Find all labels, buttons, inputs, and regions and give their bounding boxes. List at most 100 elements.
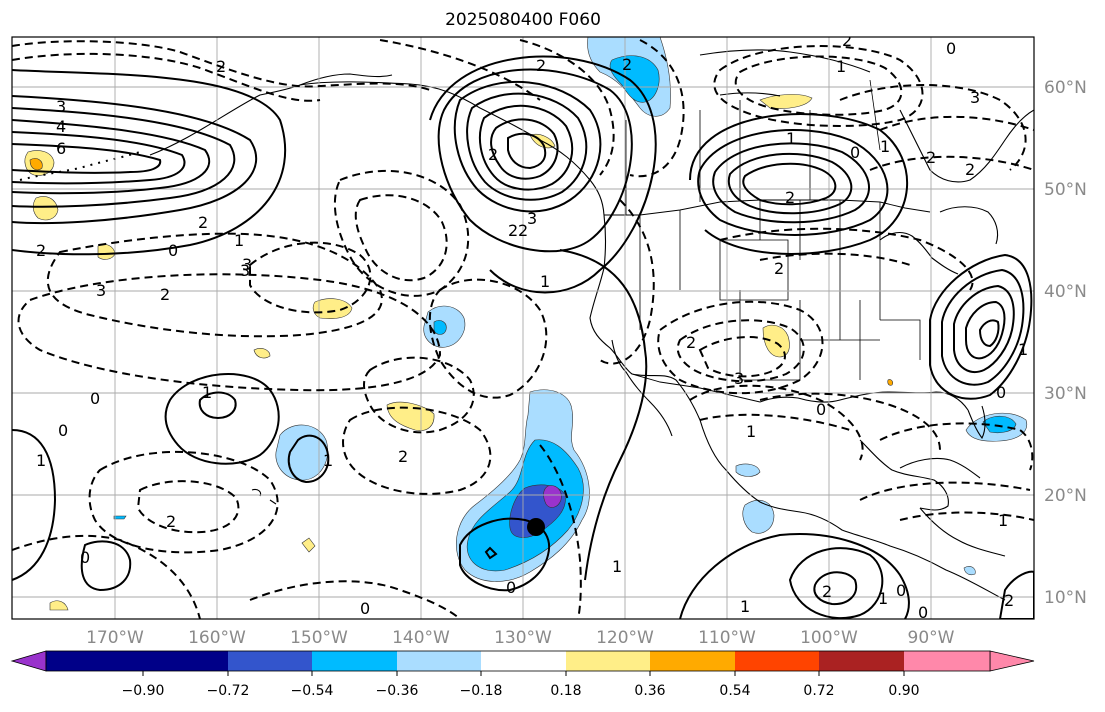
colorbar-segment bbox=[312, 651, 397, 671]
contour-label: 1 bbox=[323, 451, 333, 470]
contour-label: 1 bbox=[880, 137, 890, 156]
solid-contours bbox=[12, 55, 1034, 619]
colorbar-tick-label: 0.72 bbox=[803, 683, 834, 699]
contour-label: 2 bbox=[842, 31, 852, 50]
colorbar-tick-label: −0.90 bbox=[122, 683, 165, 699]
lat-label: 30°N bbox=[1044, 384, 1087, 404]
storm-center-marker bbox=[527, 518, 545, 536]
contour-label: 2 bbox=[622, 55, 632, 74]
anomaly-shading bbox=[24, 37, 1028, 611]
contour-label: 1 bbox=[836, 57, 846, 76]
contour-label: 1 bbox=[878, 589, 888, 608]
colorbar-tick-label: 0.36 bbox=[634, 683, 665, 699]
lon-label: 170°W bbox=[86, 628, 144, 648]
lon-label: 140°W bbox=[392, 628, 450, 648]
lon-label: 130°W bbox=[494, 628, 552, 648]
lat-label: 50°N bbox=[1044, 180, 1087, 200]
longitude-labels: 170°W 160°W 150°W 140°W 130°W 120°W 110°… bbox=[86, 628, 955, 648]
plot-border bbox=[11, 36, 1035, 620]
colorbar-segment bbox=[735, 651, 819, 671]
contour-label: 2 bbox=[166, 512, 176, 531]
colorbar-tick-label: 0.90 bbox=[888, 683, 919, 699]
colorbar-segment bbox=[481, 651, 566, 671]
colorbar-segment bbox=[46, 651, 143, 671]
colorbar-tick-label: −0.36 bbox=[376, 683, 419, 699]
contour-label: 2 bbox=[398, 447, 408, 466]
contour-label: 0 bbox=[816, 400, 826, 419]
contour-label: 3 bbox=[527, 209, 537, 228]
contour-label: 1 bbox=[36, 451, 46, 470]
contour-label: 0 bbox=[58, 421, 68, 440]
colorbar-extend-high bbox=[989, 650, 1035, 672]
grid-lines bbox=[12, 37, 1034, 619]
colorbar-extend-low bbox=[10, 650, 47, 672]
contour-label: 0 bbox=[918, 603, 928, 622]
contour-label: 0 bbox=[90, 389, 100, 408]
contour-label: 2 bbox=[198, 213, 208, 232]
colorbar-tick-label: −0.54 bbox=[291, 683, 334, 699]
colorbar-tick-label: −0.18 bbox=[460, 683, 503, 699]
lat-label: 20°N bbox=[1044, 486, 1087, 506]
contour-label: 0 bbox=[506, 578, 516, 597]
contour-label: 1 bbox=[202, 383, 212, 402]
contour-label: 2 bbox=[160, 285, 170, 304]
colorbar-tick-label: 0.18 bbox=[550, 683, 581, 699]
contour-label: 2 bbox=[785, 188, 795, 207]
map-title: 2025080400 F060 bbox=[445, 10, 601, 30]
contour-label: 3 bbox=[242, 255, 252, 274]
contour-label: 2 bbox=[926, 148, 936, 167]
colorbar-segment bbox=[228, 651, 312, 671]
lon-label: 120°W bbox=[596, 628, 654, 648]
contour-label: 0 bbox=[896, 581, 906, 600]
contour-label: 1 bbox=[998, 511, 1008, 530]
colorbar: −0.90 −0.72 −0.54 −0.36 −0.18 0.18 0.36 … bbox=[10, 650, 1035, 699]
contour-label: 0 bbox=[168, 241, 178, 260]
contour-label: 0 bbox=[996, 383, 1006, 402]
lat-label: 60°N bbox=[1044, 78, 1087, 98]
contour-label: 2 bbox=[1004, 591, 1014, 610]
colorbar-segment bbox=[566, 651, 650, 671]
contour-label: 3 bbox=[734, 369, 744, 388]
contour-label: 1 bbox=[786, 129, 796, 148]
contour-label: 2 bbox=[965, 160, 975, 179]
colorbar-tick-label: −0.72 bbox=[207, 683, 250, 699]
colorbar-frame bbox=[45, 650, 991, 672]
contour-label: 3 bbox=[56, 97, 66, 116]
colorbar-segment bbox=[143, 651, 228, 671]
latitude-labels: 60°N 50°N 40°N 30°N 20°N 10°N bbox=[1044, 78, 1087, 608]
colorbar-segment bbox=[650, 651, 735, 671]
colorbar-segment bbox=[819, 651, 904, 671]
contour-label: 0 bbox=[946, 39, 956, 58]
lon-label: 100°W bbox=[800, 628, 858, 648]
contour-label: 1 bbox=[740, 597, 750, 616]
contour-label: 1 bbox=[746, 422, 756, 441]
contour-label: 2 bbox=[36, 241, 46, 260]
contour-label: 2 bbox=[518, 221, 528, 240]
colorbar-segment bbox=[904, 651, 990, 671]
lat-label: 40°N bbox=[1044, 282, 1087, 302]
contour-label: 2 bbox=[508, 221, 518, 240]
contour-labels: 3 4 6 2 0 2 3 1 3 0 2 2 1 3 2 2 2 1 2 3 … bbox=[36, 31, 1028, 622]
contour-label: 4 bbox=[56, 117, 66, 136]
colorbar-ticks bbox=[142, 671, 905, 676]
contour-label: 1 bbox=[234, 231, 244, 250]
contour-label: 3 bbox=[96, 281, 106, 300]
contour-label: 1 bbox=[540, 272, 550, 291]
contour-label: 0 bbox=[850, 143, 860, 162]
lon-label: 110°W bbox=[698, 628, 756, 648]
lat-label: 10°N bbox=[1044, 588, 1087, 608]
contour-label: 2 bbox=[488, 145, 498, 164]
contour-label: 2 bbox=[536, 56, 546, 75]
colorbar-segment bbox=[397, 651, 481, 671]
contour-label: 3 bbox=[970, 88, 980, 107]
colorbar-tick-label: 0.54 bbox=[719, 683, 750, 699]
lon-label: 160°W bbox=[188, 628, 246, 648]
contour-label: 1 bbox=[1018, 340, 1028, 359]
contour-label: 1 bbox=[612, 557, 622, 576]
contour-label: 2 bbox=[216, 57, 226, 76]
lon-label: 150°W bbox=[290, 628, 348, 648]
contour-label: 0 bbox=[360, 599, 370, 618]
contour-label: 2 bbox=[822, 582, 832, 601]
contour-label: 3 bbox=[240, 261, 250, 280]
